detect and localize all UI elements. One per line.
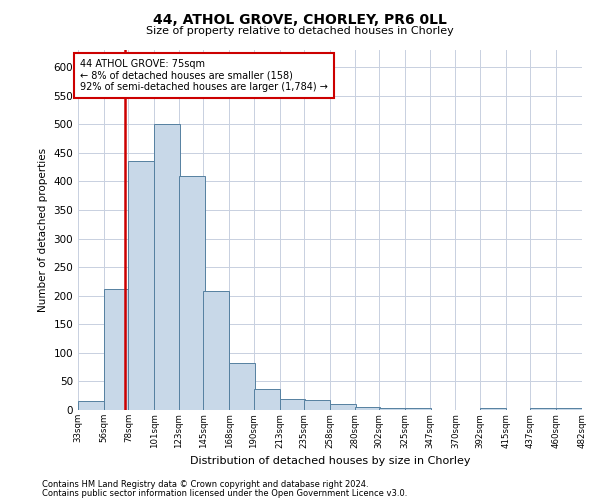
Text: Contains public sector information licensed under the Open Government Licence v3: Contains public sector information licen… xyxy=(42,488,407,498)
Bar xyxy=(280,398,305,410)
Bar xyxy=(480,408,506,410)
X-axis label: Distribution of detached houses by size in Chorley: Distribution of detached houses by size … xyxy=(190,456,470,466)
Bar xyxy=(254,389,280,410)
Bar xyxy=(556,408,582,410)
Bar xyxy=(154,124,180,410)
Bar xyxy=(104,289,130,410)
Text: Contains HM Land Registry data © Crown copyright and database right 2024.: Contains HM Land Registry data © Crown c… xyxy=(42,480,368,489)
Y-axis label: Number of detached properties: Number of detached properties xyxy=(38,148,48,312)
Text: 44, ATHOL GROVE, CHORLEY, PR6 0LL: 44, ATHOL GROVE, CHORLEY, PR6 0LL xyxy=(153,12,447,26)
Bar xyxy=(179,176,205,410)
Bar xyxy=(379,408,405,410)
Text: Size of property relative to detached houses in Chorley: Size of property relative to detached ho… xyxy=(146,26,454,36)
Bar xyxy=(530,408,556,410)
Bar xyxy=(78,402,104,410)
Bar xyxy=(304,400,330,410)
Bar xyxy=(355,407,380,410)
Bar xyxy=(128,162,154,410)
Bar xyxy=(330,404,356,410)
Bar xyxy=(229,362,255,410)
Bar xyxy=(405,408,431,410)
Bar xyxy=(203,291,229,410)
Text: 44 ATHOL GROVE: 75sqm
← 8% of detached houses are smaller (158)
92% of semi-deta: 44 ATHOL GROVE: 75sqm ← 8% of detached h… xyxy=(80,58,328,92)
